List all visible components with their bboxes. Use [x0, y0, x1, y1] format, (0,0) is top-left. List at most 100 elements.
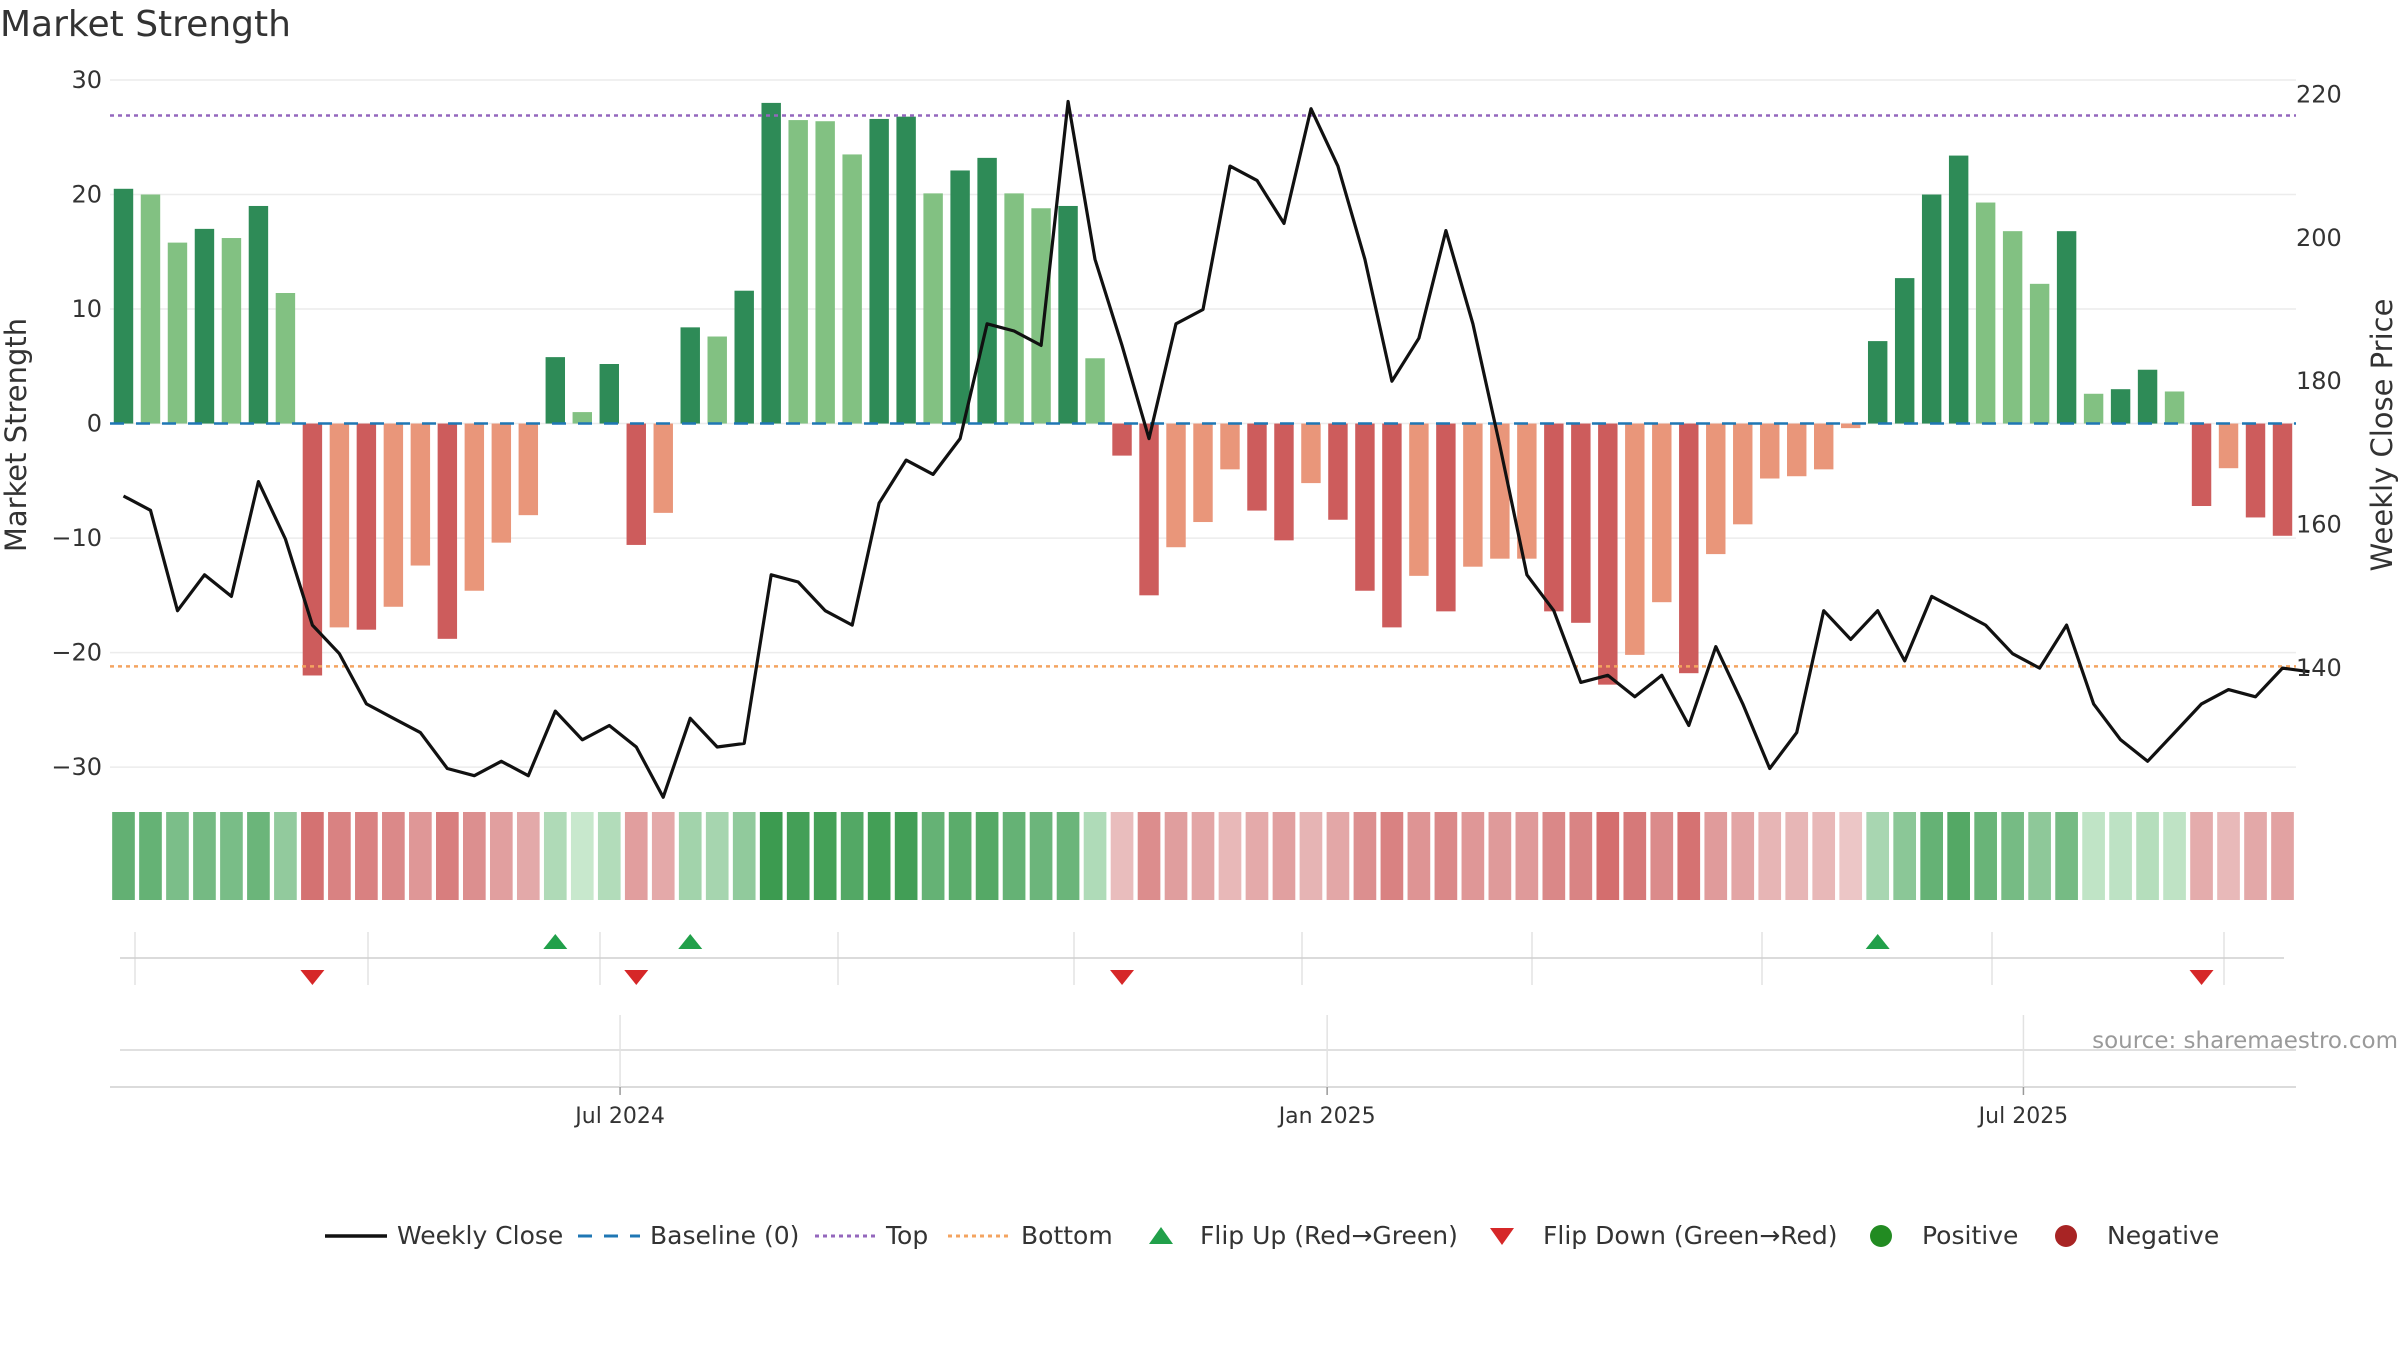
heatmap-cell: [166, 812, 189, 900]
heatmap-cell: [2217, 812, 2240, 900]
strength-bar: [1760, 423, 1780, 479]
strength-bar: [2191, 423, 2212, 506]
heatmap-cell: [1785, 812, 1809, 900]
strength-bar: [1085, 358, 1105, 424]
y-axis-label: Market Strength: [0, 318, 33, 552]
heatmap-cell: [651, 812, 675, 900]
heatmap-cell: [1002, 812, 1026, 900]
strength-bar: [437, 423, 458, 639]
strength-bar: [1004, 193, 1024, 424]
strength-heatmap-strip: [112, 812, 2294, 900]
heatmap-cell: [543, 812, 567, 900]
heatmap-cell: [1623, 812, 1647, 900]
heatmap-cell: [1731, 812, 1755, 900]
y-tick-label: −10: [51, 524, 102, 552]
strength-bar: [1652, 423, 1672, 603]
flip-up-marker: [678, 934, 703, 949]
y-tick-label: 10: [71, 295, 102, 323]
y2-axis-label: Weekly Close Price: [2365, 299, 2399, 572]
strength-bar: [518, 423, 539, 516]
chart-title: Market Strength: [0, 4, 291, 45]
heatmap-cell: [1812, 812, 1836, 900]
strength-bar: [1867, 341, 1888, 424]
legend-label: Positive: [1922, 1221, 2018, 1250]
heatmap-cell: [2244, 812, 2267, 900]
legend-positive-icon: [1870, 1225, 1892, 1247]
strength-bar: [1328, 423, 1348, 520]
strength-bar: [896, 116, 916, 424]
strength-bar: [680, 327, 700, 424]
strength-bar: [275, 293, 296, 424]
strength-bar: [572, 412, 592, 424]
strength-bar: [383, 423, 404, 607]
heatmap-cell: [732, 812, 756, 900]
strength-bar: [167, 242, 188, 424]
strength-bar: [464, 423, 485, 591]
heatmap-cell: [1380, 812, 1404, 900]
heatmap-cell: [867, 812, 891, 900]
strength-bar: [1679, 423, 1699, 674]
heatmap-cell: [1974, 812, 1997, 900]
date-tick-label: Jan 2025: [1277, 1104, 1376, 1129]
strength-bar: [410, 423, 431, 566]
date-tick-label: Jul 2025: [1977, 1104, 2069, 1129]
strength-bar: [923, 193, 943, 424]
axes: 30 20 10 0 −10 −20 −30 220 200 180 160 140 Market St…: [0, 66, 2399, 781]
strength-bar: [734, 290, 754, 424]
strength-bar: [761, 102, 781, 424]
heatmap-cell: [516, 812, 540, 900]
strength-bar: [1948, 155, 1969, 424]
strength-bar: [545, 357, 566, 424]
heatmap-cell: [462, 812, 486, 900]
strength-bar: [2245, 423, 2266, 518]
heatmap-cell: [840, 812, 864, 900]
heatmap-cell: [301, 812, 324, 900]
strength-bar: [2110, 389, 2131, 424]
strength-bar: [1571, 423, 1591, 623]
heatmap-cell: [2001, 812, 2024, 900]
legend-flip-up-icon: [1149, 1227, 1173, 1244]
heatmap-cell: [1407, 812, 1431, 900]
strength-bar: [815, 121, 835, 424]
strength-bar: [1625, 423, 1645, 655]
strength-bar: [2218, 423, 2239, 469]
heatmap-cell: [2190, 812, 2213, 900]
heatmap-cell: [1650, 812, 1674, 900]
heatmap-cell: [1893, 812, 1917, 900]
flip-up-marker: [543, 934, 568, 949]
heatmap-cell: [220, 812, 243, 900]
reference-lines: [110, 114, 2296, 668]
heatmap-cell: [1110, 812, 1134, 900]
heatmap-cell: [948, 812, 972, 900]
strength-bar: [1058, 205, 1078, 424]
strength-bar: [113, 188, 134, 424]
flip-down-marker: [300, 970, 325, 985]
legend-label: Negative: [2107, 1221, 2219, 1250]
y-tick-label: −30: [51, 753, 102, 781]
heatmap-cell: [1947, 812, 1970, 900]
strength-bar: [1921, 194, 1942, 424]
heatmap-cell: [2136, 812, 2159, 900]
heatmap-cell: [1866, 812, 1890, 900]
heatmap-cell: [1515, 812, 1539, 900]
heatmap-cell: [1758, 812, 1782, 900]
weekly-close-line: [122, 99, 2310, 799]
strength-bar: [653, 423, 673, 513]
heatmap-cell: [1920, 812, 1944, 900]
heatmap-cell: [1596, 812, 1620, 900]
heatmap-cell: [1218, 812, 1242, 900]
heatmap-cell: [1164, 812, 1188, 900]
strength-bar: [1301, 423, 1321, 484]
heatmap-cell: [2109, 812, 2132, 900]
heatmap-cell: [2271, 812, 2294, 900]
heatmap-cell: [2163, 812, 2186, 900]
strength-bar: [329, 423, 350, 628]
strength-bar: [1463, 423, 1483, 567]
heatmap-cell: [1704, 812, 1728, 900]
legend-label: Flip Up (Red→Green): [1200, 1221, 1458, 1250]
strength-bar: [1220, 423, 1240, 470]
strength-bar: [1894, 278, 1915, 424]
heatmap-cell: [247, 812, 270, 900]
heatmap-cell: [1353, 812, 1377, 900]
